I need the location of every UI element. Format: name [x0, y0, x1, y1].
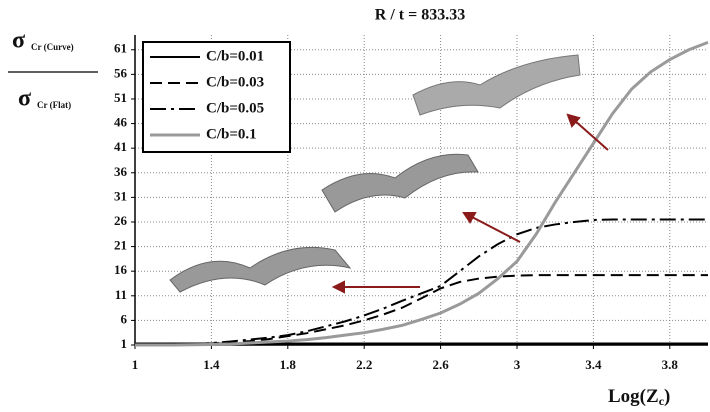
legend-label: C/b=0.05 — [206, 100, 264, 116]
y-tick-label: 41 — [114, 139, 127, 154]
x-tick-label: 3 — [514, 357, 521, 372]
x-tick-label: 1.4 — [203, 357, 220, 372]
y-tick-label: 31 — [114, 188, 127, 203]
panel-image — [413, 55, 580, 115]
x-axis-label: Log(Zc) — [608, 386, 670, 407]
x-tick-label: 3.8 — [662, 357, 679, 372]
y-tick-label: 26 — [114, 213, 128, 228]
x-label-main: Log(Z — [608, 386, 659, 407]
panel-image — [170, 247, 350, 292]
x-tick-label: 3.4 — [585, 357, 602, 372]
y-tick-label: 61 — [114, 41, 127, 56]
y-label-bottom: σ — [18, 86, 31, 112]
chart-title: R / t = 833.33 — [375, 7, 465, 24]
arrows — [334, 115, 608, 292]
y-tick-label: 1 — [121, 336, 128, 351]
y-tick-label: 56 — [114, 65, 128, 80]
legend-label: C/b=0.1 — [206, 126, 257, 142]
panel-image — [322, 154, 478, 212]
y-tick-label: 11 — [115, 287, 127, 302]
y-label-bottom-sub: Cr (Flat) — [37, 100, 71, 110]
x-tick-label: 2.2 — [356, 357, 372, 372]
x-tick-label: 1.8 — [280, 357, 297, 372]
y-axis-label: σ Cr (Curve) σ Cr (Flat) — [8, 28, 98, 112]
chart: R / t = 833.33 σ Cr (Curve) σ Cr (Flat) … — [0, 0, 710, 412]
x-label-end: ) — [664, 386, 670, 407]
y-label-top: σ — [12, 28, 25, 54]
legend-label: C/b=0.03 — [206, 74, 264, 90]
x-tick-label: 2.6 — [432, 357, 449, 372]
y-tick-label: 46 — [114, 115, 128, 130]
y-tick-label: 36 — [114, 164, 128, 179]
y-tick-label: 21 — [114, 238, 127, 253]
x-tick-label: 1 — [132, 357, 139, 372]
series-line — [135, 275, 708, 345]
legend: C/b=0.01 C/b=0.03 C/b=0.05 C/b=0.1 — [143, 42, 290, 152]
series-line — [135, 220, 708, 345]
y-label-top-sub: Cr (Curve) — [31, 42, 74, 52]
y-tick-label: 16 — [114, 262, 128, 277]
legend-label: C/b=0.01 — [206, 48, 264, 64]
y-tick-label: 6 — [121, 311, 128, 326]
y-tick-label: 51 — [114, 90, 127, 105]
